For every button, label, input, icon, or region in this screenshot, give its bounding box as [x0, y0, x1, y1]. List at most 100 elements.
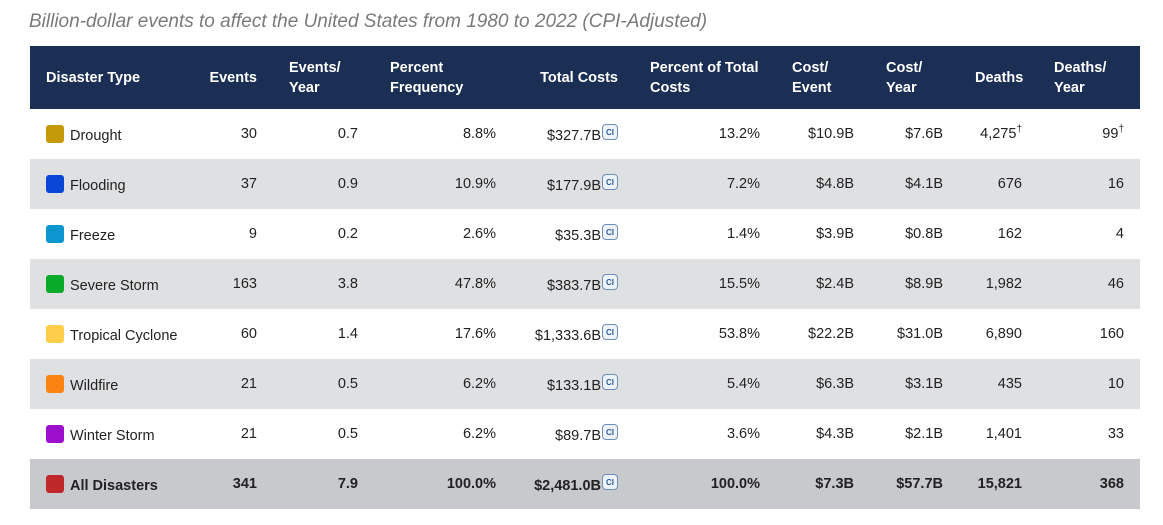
deaths-per-year-value: 46 — [1107, 276, 1124, 292]
events-per-year-cell: 0.5 — [273, 409, 374, 459]
confidence-interval-button[interactable]: CI — [602, 174, 618, 190]
events-per-year-cell: 0.9 — [273, 159, 374, 209]
legend-swatch-icon — [46, 324, 64, 343]
percent-total-costs-cell: 53.8% — [634, 309, 776, 359]
cost-per-event-value: $3.9B — [816, 226, 854, 242]
confidence-interval-button[interactable]: CI — [602, 224, 618, 240]
table-row: Flooding 37 0.9 10.9% $177.9B CI 7.2% $4.8B $4.1… — [30, 159, 1140, 209]
percent-frequency-value: 100.0% — [446, 476, 496, 492]
cost-per-event-value: $7.3B — [815, 476, 854, 492]
events-per-year-cell: 1.4 — [273, 309, 374, 359]
confidence-interval-button[interactable]: CI — [602, 474, 618, 490]
total-costs-value: $177.9B — [546, 178, 601, 194]
confidence-interval-button[interactable]: CI — [602, 424, 618, 440]
table-total-row: All Disasters 341 7.9 100.0% $2,481.0B CI 100.… — [30, 459, 1140, 509]
confidence-interval-button[interactable]: CI — [602, 274, 618, 290]
percent-frequency-cell: 47.8% — [374, 259, 512, 309]
cost-per-event-value: $2.4B — [816, 276, 854, 292]
percent-total-costs-cell: 13.2% — [634, 109, 776, 159]
legend-swatch-icon — [46, 224, 64, 243]
percent-total-costs-cell: 15.5% — [634, 259, 776, 309]
percent-frequency-value: 10.9% — [454, 176, 496, 192]
cost-per-event-value: $4.3B — [816, 426, 854, 442]
disaster-type-cell: Flooding — [30, 159, 188, 209]
percent-frequency-cell: 2.6% — [374, 209, 512, 259]
events-cell: 60 — [188, 309, 273, 359]
percent-total-costs-value: 13.2% — [718, 126, 760, 142]
disaster-type-cell: All Disasters — [30, 459, 188, 509]
events-value: 21 — [240, 426, 257, 442]
total-costs-cell: $177.9B CI — [512, 159, 634, 209]
percent-total-costs-cell: 100.0% — [634, 459, 776, 509]
events-value: 37 — [240, 176, 257, 192]
percent-frequency-cell: 10.9% — [374, 159, 512, 209]
table-row: Tropical Cyclone 60 1.4 17.6% $1,333.6B CI 53.… — [30, 309, 1140, 359]
disaster-type-label: Wildfire — [70, 377, 119, 394]
disaster-type-label: Freeze — [70, 227, 116, 244]
percent-frequency-cell: 17.6% — [374, 309, 512, 359]
disaster-type-label: All Disasters — [70, 477, 158, 494]
percent-frequency-value: 2.6% — [462, 226, 496, 242]
col-header-cost-per-event: Cost/ Event — [776, 46, 870, 109]
total-costs-cell: $89.7B CI — [512, 409, 634, 459]
events-cell: 9 — [188, 209, 273, 259]
events-per-year-value: 3.8 — [337, 276, 358, 292]
cost-per-year-cell: $2.1B — [870, 409, 959, 459]
deaths-value: 676 — [997, 176, 1022, 192]
cost-per-year-cell: $8.9B — [870, 259, 959, 309]
cost-per-event-value: $4.8B — [816, 176, 854, 192]
cost-per-event-value: $6.3B — [816, 376, 854, 392]
cost-per-year-cell: $57.7B — [870, 459, 959, 509]
cost-per-event-cell: $7.3B — [776, 459, 870, 509]
cost-per-year-cell: $3.1B — [870, 359, 959, 409]
total-costs-cell: $1,333.6B CI — [512, 309, 634, 359]
legend-swatch-icon — [46, 124, 64, 143]
events-value: 30 — [240, 126, 257, 142]
total-costs-value: $327.7B — [546, 128, 601, 144]
confidence-interval-button[interactable]: CI — [602, 374, 618, 390]
cost-per-event-cell: $2.4B — [776, 259, 870, 309]
deaths-per-year-value: 368 — [1099, 476, 1124, 492]
table-row: Severe Storm 163 3.8 47.8% $383.7B CI 15.5% $2.… — [30, 259, 1140, 309]
events-per-year-value: 0.9 — [337, 176, 358, 192]
confidence-interval-button[interactable]: CI — [602, 124, 618, 140]
total-costs-value: $133.1B — [546, 378, 601, 394]
deaths-per-year-value: 16 — [1107, 176, 1124, 192]
percent-frequency-cell: 6.2% — [374, 409, 512, 459]
deaths-per-year-cell: 10 — [1038, 359, 1140, 409]
events-cell: 30 — [188, 109, 273, 159]
events-value: 163 — [232, 276, 257, 292]
deaths-value: 4,275 — [980, 126, 1017, 142]
percent-total-costs-cell: 7.2% — [634, 159, 776, 209]
percent-frequency-cell: 8.8% — [374, 109, 512, 159]
cost-per-event-cell: $4.3B — [776, 409, 870, 459]
confidence-interval-button[interactable]: CI — [602, 324, 618, 340]
percent-total-costs-value: 53.8% — [718, 326, 760, 342]
deaths-value: 1,401 — [985, 426, 1022, 442]
legend-swatch-icon — [46, 424, 64, 443]
percent-total-costs-cell: 3.6% — [634, 409, 776, 459]
events-per-year-value: 0.5 — [337, 376, 358, 392]
deaths-value: 1,982 — [985, 276, 1022, 292]
events-cell: 21 — [188, 409, 273, 459]
total-costs-value: $383.7B — [546, 278, 601, 294]
deaths-cell: 435 — [959, 359, 1038, 409]
percent-frequency-value: 8.8% — [462, 126, 496, 142]
cost-per-year-value: $57.7B — [896, 476, 943, 492]
total-costs-cell: $2,481.0B CI — [512, 459, 634, 509]
cost-per-year-value: $3.1B — [905, 376, 943, 392]
total-costs-cell: $35.3B CI — [512, 209, 634, 259]
col-header-percent-total-costs: Percent of Total Costs — [634, 46, 776, 109]
percent-frequency-value: 6.2% — [462, 426, 496, 442]
disaster-type-label: Severe Storm — [70, 277, 159, 294]
deaths-value: 162 — [997, 226, 1022, 242]
col-header-cost-per-year: Cost/ Year — [870, 46, 959, 109]
events-cell: 341 — [188, 459, 273, 509]
percent-total-costs-value: 15.5% — [718, 276, 760, 292]
col-header-disaster-type: Disaster Type — [30, 46, 188, 109]
cost-per-year-value: $0.8B — [905, 226, 943, 242]
percent-frequency-value: 47.8% — [454, 276, 496, 292]
cost-per-year-cell: $7.6B — [870, 109, 959, 159]
disaster-type-label: Drought — [70, 127, 122, 144]
deaths-value: 6,890 — [985, 326, 1022, 342]
